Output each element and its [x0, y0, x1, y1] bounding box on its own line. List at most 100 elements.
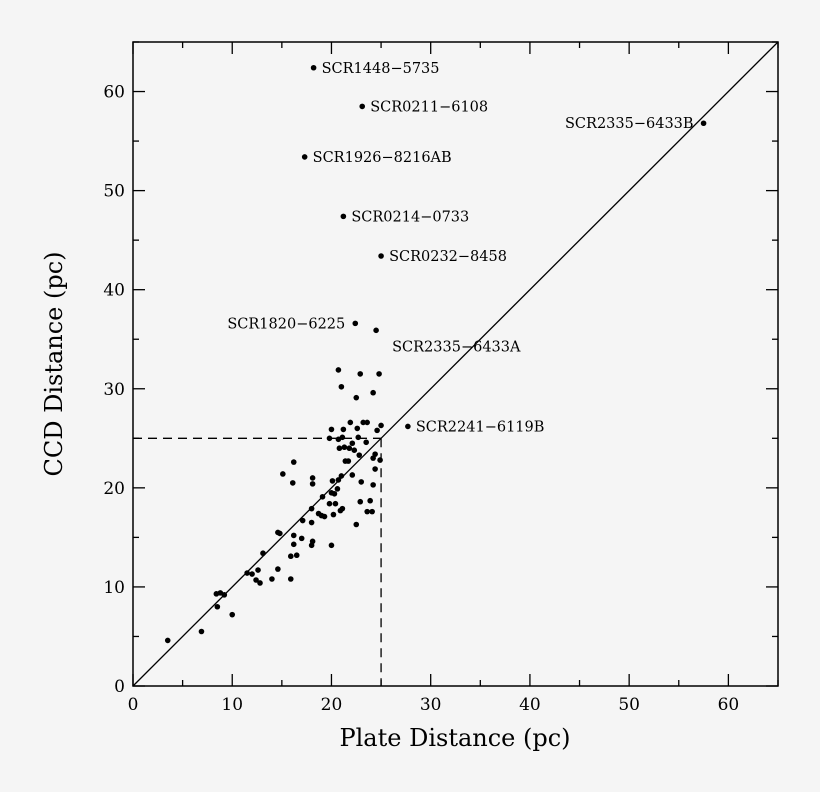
data-point	[364, 508, 370, 515]
data-point	[308, 542, 315, 549]
data-point	[340, 426, 347, 433]
data-point	[329, 478, 336, 484]
data-point	[357, 371, 364, 377]
data-point	[277, 530, 283, 537]
data-point	[374, 427, 380, 434]
data-point	[326, 435, 333, 442]
data-point	[260, 550, 266, 557]
data-point	[253, 577, 259, 583]
data-point	[287, 576, 294, 582]
data-point	[377, 457, 383, 463]
x-tick-label: 0	[128, 695, 139, 715]
data-point	[332, 500, 339, 507]
data-point	[321, 513, 328, 520]
reference-line-y-equals-x	[132, 41, 779, 687]
data-point	[337, 507, 344, 514]
data-point	[376, 371, 382, 377]
x-tick-label: 20	[321, 695, 343, 715]
data-point	[349, 472, 356, 478]
point-label: SCR0214−0733	[351, 209, 469, 225]
data-point	[269, 576, 275, 582]
data-point	[363, 439, 369, 446]
data-point	[357, 498, 364, 505]
data-point	[341, 444, 348, 451]
data-point	[356, 452, 363, 458]
data-point	[290, 541, 297, 548]
data-point	[309, 481, 316, 487]
data-point	[369, 508, 375, 515]
labeled-data-point	[359, 103, 366, 110]
data-point	[372, 451, 378, 457]
data-point	[275, 566, 281, 572]
data-point	[353, 521, 360, 528]
data-point	[335, 477, 342, 483]
data-point	[214, 603, 221, 610]
data-point	[345, 458, 352, 464]
data-point	[336, 445, 343, 452]
y-tick-label: 60	[103, 83, 125, 103]
data-point	[347, 419, 354, 426]
data-point	[331, 490, 338, 497]
data-point	[354, 425, 361, 432]
y-tick-label: 0	[114, 677, 125, 697]
point-label: SCR2335−6433A	[392, 339, 521, 355]
data-point	[328, 426, 335, 433]
data-point	[353, 394, 360, 401]
data-point	[367, 497, 373, 504]
data-point	[378, 422, 384, 429]
data-point	[293, 552, 300, 559]
data-point	[229, 611, 236, 618]
data-point	[290, 532, 297, 539]
data-point	[255, 567, 261, 573]
point-label: SCR0211−6108	[370, 99, 488, 115]
x-tick-label: 60	[718, 695, 740, 715]
data-point	[298, 535, 305, 542]
data-point	[308, 505, 315, 512]
data-point	[338, 383, 345, 390]
plot-frame	[132, 41, 779, 687]
data-point	[289, 480, 296, 486]
data-point	[360, 419, 367, 426]
data-point	[370, 482, 376, 488]
data-point	[326, 500, 333, 507]
data-point	[364, 419, 370, 426]
data-point	[257, 580, 263, 586]
data-point	[221, 592, 228, 598]
labeled-data-point	[352, 320, 359, 327]
data-point	[372, 466, 378, 472]
point-label: SCR1448−5735	[322, 61, 440, 77]
labeled-data-point	[373, 327, 379, 334]
data-point	[338, 473, 345, 479]
data-point	[328, 542, 335, 549]
point-label: SCR2241−6119B	[416, 419, 545, 435]
data-point	[339, 434, 346, 441]
y-tick-label: 50	[103, 182, 125, 202]
point-label: SCR0232−8458	[389, 249, 507, 265]
data-point	[330, 511, 337, 518]
data-point	[355, 434, 362, 441]
data-point	[335, 367, 342, 373]
y-tick-label: 30	[103, 380, 125, 400]
data-point	[164, 637, 171, 644]
data-point	[308, 519, 315, 526]
labeled-data-point	[340, 213, 347, 220]
x-tick-label: 40	[519, 695, 541, 715]
y-tick-label: 10	[103, 578, 125, 598]
point-label: SCR2335−6433B	[565, 116, 694, 132]
data-point	[358, 479, 365, 485]
data-point	[370, 389, 376, 396]
data-point	[244, 570, 250, 576]
data-point	[349, 440, 356, 447]
data-point	[299, 517, 306, 524]
labeled-data-point	[301, 154, 308, 160]
data-point	[290, 459, 297, 465]
data-point	[319, 493, 326, 500]
labeled-data-point	[378, 253, 384, 259]
point-label: SCR1926−8216AB	[313, 150, 452, 166]
labeled-data-point	[405, 423, 411, 430]
point-label: SCR1820−6225	[227, 316, 345, 332]
y-tick-label: 20	[103, 479, 125, 499]
data-point	[280, 471, 286, 477]
labeled-data-point	[310, 64, 317, 71]
